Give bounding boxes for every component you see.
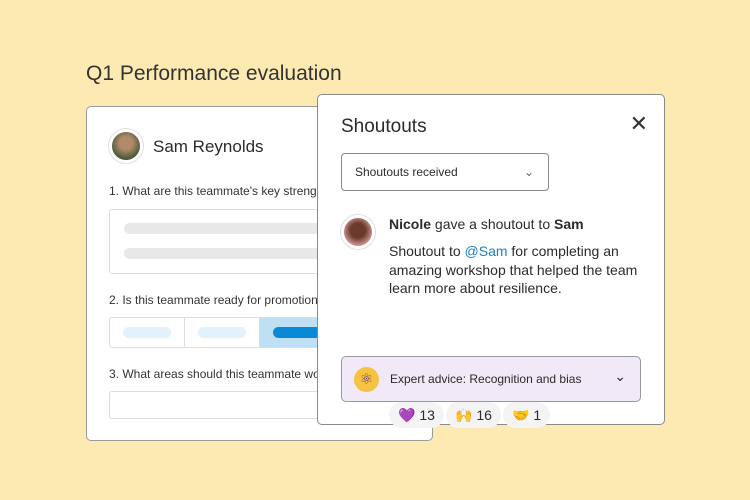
panel-title: Shoutouts	[341, 116, 427, 137]
scale-option-1[interactable]	[110, 318, 185, 347]
close-icon[interactable]: ✕	[629, 111, 648, 136]
question-2: 2. Is this teammate ready for promotion?	[109, 293, 325, 307]
advice-label: Expert advice: Recognition and bias	[390, 372, 582, 386]
shoutouts-panel: Shoutouts ✕ Shoutouts received ⌄ Nicole …	[317, 94, 665, 428]
avatar	[341, 215, 375, 249]
reaction-raised-hands[interactable]: 🙌 16	[446, 402, 501, 428]
reaction-handshake[interactable]: 🤝 1	[503, 402, 551, 428]
employee-name: Sam Reynolds	[153, 137, 264, 156]
atom-icon: ⚛	[354, 367, 379, 392]
chevron-down-icon: ⌄	[523, 165, 534, 179]
expert-advice-accordion[interactable]: ⚛ Expert advice: Recognition and bias ⌄	[341, 356, 641, 402]
page-title: Q1 Performance evaluation	[86, 62, 342, 85]
reaction-heart[interactable]: 💜 13	[389, 402, 444, 428]
scale-option-2[interactable]	[185, 318, 260, 347]
chevron-down-icon: ⌄	[614, 368, 626, 384]
avatar	[109, 129, 143, 163]
mention-link[interactable]: @Sam	[464, 243, 508, 259]
shoutouts-dropdown[interactable]: Shoutouts received ⌄	[341, 153, 549, 191]
shoutout-header: Nicole gave a shoutout to Sam	[389, 216, 584, 232]
shoutout-message: Shoutout to @Sam for completing an amazi…	[389, 243, 638, 296]
question-3: 3. What areas should this teammate work …	[109, 367, 354, 381]
dropdown-value: Shoutouts received	[355, 165, 458, 179]
question-1: 1. What are this teammate's key strength…	[109, 184, 340, 198]
